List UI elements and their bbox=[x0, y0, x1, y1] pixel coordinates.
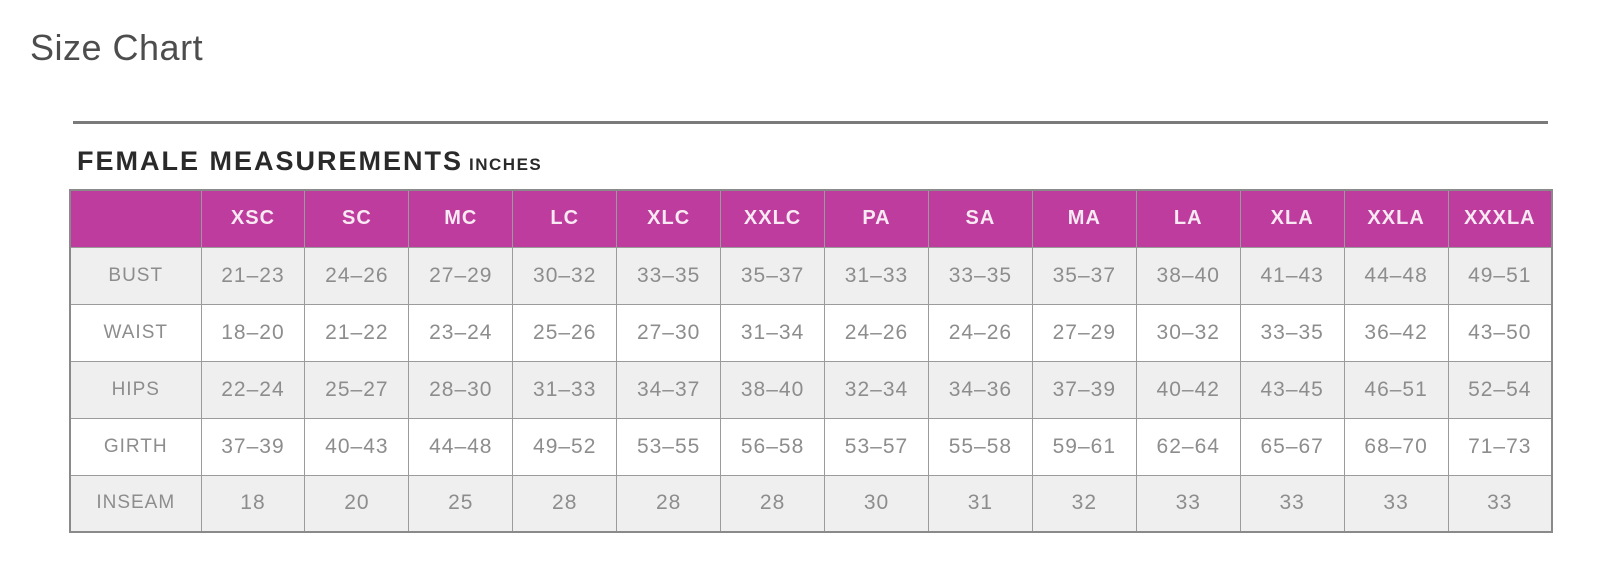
measurement-cell: 44–48 bbox=[1343, 246, 1449, 305]
measurement-cell: 30–32 bbox=[1135, 303, 1241, 362]
measurement-cell: 65–67 bbox=[1239, 417, 1345, 476]
measurement-cell: 38–40 bbox=[720, 360, 826, 419]
section-heading: FEMALE MEASUREMENTS INCHES bbox=[77, 146, 1600, 177]
measurement-cell: 49–51 bbox=[1447, 246, 1553, 305]
row-label: BUST bbox=[69, 246, 202, 305]
measurement-cell: 25 bbox=[408, 474, 514, 533]
size-column-header: XLA bbox=[1239, 189, 1345, 248]
measurement-cell: 21–22 bbox=[304, 303, 410, 362]
measurement-cell: 21–23 bbox=[200, 246, 306, 305]
measurement-cell: 49–52 bbox=[512, 417, 618, 476]
row-label: WAIST bbox=[69, 303, 202, 362]
measurement-cell: 30 bbox=[824, 474, 929, 533]
measurement-cell: 24–26 bbox=[824, 303, 929, 362]
measurement-cell: 33 bbox=[1447, 474, 1553, 533]
measurement-cell: 18–20 bbox=[200, 303, 306, 362]
measurement-cell: 43–50 bbox=[1447, 303, 1553, 362]
table-row: INSEAM 18 20 25 28 28 28 30 31 32 33 33 33 33 bbox=[69, 474, 1553, 533]
size-column-header: XLC bbox=[616, 189, 722, 248]
measurement-cell: 25–27 bbox=[304, 360, 410, 419]
size-column-header: XXLA bbox=[1343, 189, 1449, 248]
measurement-cell: 35–37 bbox=[1031, 246, 1137, 305]
table-row: WAIST 18–20 21–22 23–24 25–26 27–30 31–34 24–26… bbox=[69, 303, 1553, 362]
size-column-header: XXXLA bbox=[1447, 189, 1553, 248]
measurement-cell: 33 bbox=[1343, 474, 1449, 533]
measurement-cell: 32–34 bbox=[824, 360, 929, 419]
measurement-cell: 40–43 bbox=[304, 417, 410, 476]
measurement-cell: 34–36 bbox=[927, 360, 1033, 419]
row-label: HIPS bbox=[69, 360, 202, 419]
measurement-cell: 40–42 bbox=[1135, 360, 1241, 419]
measurement-cell: 32 bbox=[1031, 474, 1137, 533]
size-chart-table: XSC SC MC LC XLC XXLC PA SA MA LA XLA XXLA XXXLA BUS… bbox=[69, 189, 1553, 533]
measurement-cell: 53–57 bbox=[824, 417, 929, 476]
corner-cell bbox=[69, 189, 202, 248]
measurement-cell: 37–39 bbox=[1031, 360, 1137, 419]
measurement-cell: 31–34 bbox=[720, 303, 826, 362]
measurement-cell: 27–30 bbox=[616, 303, 722, 362]
section-heading-text: FEMALE MEASUREMENTS bbox=[77, 146, 464, 176]
size-column-header: MA bbox=[1031, 189, 1137, 248]
measurement-cell: 43–45 bbox=[1239, 360, 1345, 419]
header-row: XSC SC MC LC XLC XXLC PA SA MA LA XLA XXLA XXXLA bbox=[69, 189, 1553, 248]
size-column-header: SC bbox=[304, 189, 410, 248]
size-column-header: SA bbox=[927, 189, 1033, 248]
measurement-cell: 20 bbox=[304, 474, 410, 533]
row-label: INSEAM bbox=[69, 474, 202, 533]
measurement-cell: 55–58 bbox=[927, 417, 1033, 476]
measurement-cell: 33–35 bbox=[616, 246, 722, 305]
measurement-cell: 37–39 bbox=[200, 417, 306, 476]
measurement-cell: 18 bbox=[200, 474, 306, 533]
measurement-cell: 41–43 bbox=[1239, 246, 1345, 305]
measurement-cell: 27–29 bbox=[1031, 303, 1137, 362]
measurement-cell: 28–30 bbox=[408, 360, 514, 419]
measurement-cell: 35–37 bbox=[720, 246, 826, 305]
measurement-cell: 31–33 bbox=[824, 246, 929, 305]
measurement-cell: 24–26 bbox=[927, 303, 1033, 362]
size-column-header: XXLC bbox=[720, 189, 826, 248]
measurement-cell: 46–51 bbox=[1343, 360, 1449, 419]
size-column-header: MC bbox=[408, 189, 514, 248]
measurement-cell: 31 bbox=[927, 474, 1033, 533]
measurement-cell: 28 bbox=[720, 474, 826, 533]
size-chart-page: Size Chart FEMALE MEASUREMENTS INCHES XSC… bbox=[0, 27, 1600, 533]
measurement-cell: 28 bbox=[512, 474, 618, 533]
measurement-cell: 68–70 bbox=[1343, 417, 1449, 476]
table-row: HIPS 22–24 25–27 28–30 31–33 34–37 38–40 32–34 3… bbox=[69, 360, 1553, 419]
size-column-header: LC bbox=[512, 189, 618, 248]
divider bbox=[73, 121, 1548, 124]
measurement-cell: 24–26 bbox=[304, 246, 410, 305]
measurement-cell: 25–26 bbox=[512, 303, 618, 362]
measurement-cell: 23–24 bbox=[408, 303, 514, 362]
size-column-header: PA bbox=[824, 189, 929, 248]
measurement-cell: 44–48 bbox=[408, 417, 514, 476]
size-chart-header: XSC SC MC LC XLC XXLC PA SA MA LA XLA XXLA XXXLA bbox=[69, 189, 1553, 248]
size-column-header: LA bbox=[1135, 189, 1241, 248]
page-title: Size Chart bbox=[30, 27, 204, 68]
measurement-cell: 71–73 bbox=[1447, 417, 1553, 476]
section-unit-label: INCHES bbox=[469, 155, 543, 174]
measurement-cell: 52–54 bbox=[1447, 360, 1553, 419]
measurement-cell: 33–35 bbox=[927, 246, 1033, 305]
measurement-cell: 28 bbox=[616, 474, 722, 533]
measurement-cell: 36–42 bbox=[1343, 303, 1449, 362]
measurement-cell: 56–58 bbox=[720, 417, 826, 476]
measurement-cell: 59–61 bbox=[1031, 417, 1137, 476]
table-row: BUST 21–23 24–26 27–29 30–32 33–35 35–37 31–33 3… bbox=[69, 246, 1553, 305]
measurement-cell: 31–33 bbox=[512, 360, 618, 419]
measurement-cell: 38–40 bbox=[1135, 246, 1241, 305]
measurement-cell: 34–37 bbox=[616, 360, 722, 419]
measurement-cell: 62–64 bbox=[1135, 417, 1241, 476]
measurement-cell: 33 bbox=[1135, 474, 1241, 533]
row-label: GIRTH bbox=[69, 417, 202, 476]
measurement-cell: 30–32 bbox=[512, 246, 618, 305]
size-column-header: XSC bbox=[200, 189, 306, 248]
size-chart-body: BUST 21–23 24–26 27–29 30–32 33–35 35–37 31–33 3… bbox=[69, 246, 1553, 533]
measurement-cell: 22–24 bbox=[200, 360, 306, 419]
table-row: GIRTH 37–39 40–43 44–48 49–52 53–55 56–58 53–57… bbox=[69, 417, 1553, 476]
measurement-cell: 33 bbox=[1239, 474, 1345, 533]
measurement-cell: 27–29 bbox=[408, 246, 514, 305]
measurement-cell: 33–35 bbox=[1239, 303, 1345, 362]
measurement-cell: 53–55 bbox=[616, 417, 722, 476]
